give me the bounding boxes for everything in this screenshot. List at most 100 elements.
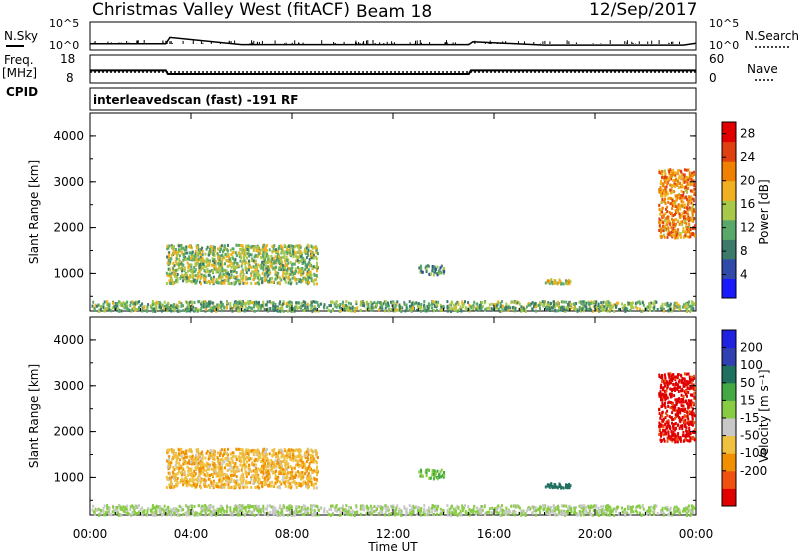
echo-cell xyxy=(553,483,556,486)
echo-cell xyxy=(97,303,100,307)
echo-cell xyxy=(206,468,209,471)
echo-cell xyxy=(178,266,180,270)
echo-cell xyxy=(220,306,223,310)
echo-cell xyxy=(678,222,681,226)
echo-cell xyxy=(316,261,318,265)
echo-cell xyxy=(663,384,666,388)
echo-cell xyxy=(262,455,265,459)
echo-cell xyxy=(285,305,288,308)
echo-cell xyxy=(185,275,188,278)
echo-cell xyxy=(309,474,312,478)
echo-cell xyxy=(554,304,557,308)
echo-cell xyxy=(556,282,559,286)
echo-cell xyxy=(425,309,428,313)
echo-cell xyxy=(575,302,578,306)
echo-cell xyxy=(609,308,611,312)
echo-cell xyxy=(668,307,671,311)
echo-cell xyxy=(661,402,664,405)
echo-cell xyxy=(676,409,679,413)
echo-cell xyxy=(203,280,206,284)
echo-cell xyxy=(225,305,228,309)
echo-cell xyxy=(246,481,249,485)
echo-cell xyxy=(550,482,553,486)
echo-cell xyxy=(289,282,292,286)
echo-cell xyxy=(488,306,491,310)
echo-cell xyxy=(672,388,675,391)
echo-cell xyxy=(690,208,693,212)
echo-cell xyxy=(193,265,196,269)
echo-cell xyxy=(180,243,183,247)
echo-cell xyxy=(210,280,213,283)
echo-cell xyxy=(565,483,567,487)
echo-cell xyxy=(225,269,228,273)
echo-cell xyxy=(307,472,310,476)
echo-cell xyxy=(199,277,202,280)
echo-cell xyxy=(594,302,597,306)
echo-cell xyxy=(119,301,122,305)
echo-cell xyxy=(564,309,567,313)
echo-cell xyxy=(672,423,675,426)
echo-cell xyxy=(676,305,679,309)
echo-cell xyxy=(267,260,269,264)
echo-cell xyxy=(653,308,656,312)
echo-cell xyxy=(666,192,669,196)
echo-cell xyxy=(179,248,182,252)
echo-cell xyxy=(230,477,233,481)
echo-cell xyxy=(525,305,528,309)
echo-cell xyxy=(664,416,667,420)
echo-cell xyxy=(353,310,356,313)
echo-cell xyxy=(182,255,185,258)
echo-cell xyxy=(662,307,665,311)
echo-cell xyxy=(204,474,207,478)
echo-cell xyxy=(304,277,307,281)
echo-cell xyxy=(670,373,673,377)
echo-cell xyxy=(685,222,688,226)
echo-cell xyxy=(580,309,582,313)
echo-cell xyxy=(667,430,670,434)
echo-cell xyxy=(669,202,672,206)
colorbar-segment xyxy=(722,141,736,162)
echo-cell xyxy=(660,305,663,309)
echo-cell xyxy=(674,398,677,402)
echo-cell xyxy=(676,414,679,418)
echo-cell xyxy=(294,476,297,479)
echo-cell xyxy=(693,414,696,418)
echo-cell xyxy=(552,305,555,308)
echo-cell xyxy=(276,459,279,463)
power-panel-frame xyxy=(89,112,697,312)
echo-cell xyxy=(178,309,181,313)
colorbar-segment xyxy=(722,219,736,240)
echo-cell xyxy=(667,401,670,405)
echo-cell xyxy=(244,262,247,266)
echo-cell xyxy=(288,306,291,310)
echo-cell xyxy=(691,233,694,237)
echo-cell xyxy=(241,245,244,249)
echo-cell xyxy=(300,302,303,305)
echo-cell xyxy=(241,472,244,476)
echo-cell xyxy=(176,280,179,284)
echo-cell xyxy=(688,432,690,435)
echo-cell xyxy=(174,463,177,467)
echo-cell xyxy=(419,304,422,308)
echo-cell xyxy=(281,302,284,306)
echo-cell xyxy=(680,189,683,193)
echo-cell xyxy=(522,307,525,310)
echo-cell xyxy=(315,274,318,277)
echo-cell xyxy=(217,306,220,310)
echo-cell xyxy=(231,455,234,459)
echo-cell xyxy=(472,307,475,311)
echo-cell xyxy=(285,272,288,276)
echo-cell xyxy=(260,256,263,259)
echo-cell xyxy=(184,255,187,259)
echo-cell xyxy=(312,265,315,269)
echo-cell xyxy=(265,468,268,472)
echo-cell xyxy=(437,300,440,304)
echo-cell xyxy=(493,303,496,307)
echo-cell xyxy=(182,304,185,308)
echo-cell xyxy=(690,182,693,186)
echo-cell xyxy=(518,302,521,306)
echo-cell xyxy=(178,458,181,462)
echo-cell xyxy=(253,309,256,313)
echo-cell xyxy=(298,279,301,283)
echo-cell xyxy=(659,424,662,428)
